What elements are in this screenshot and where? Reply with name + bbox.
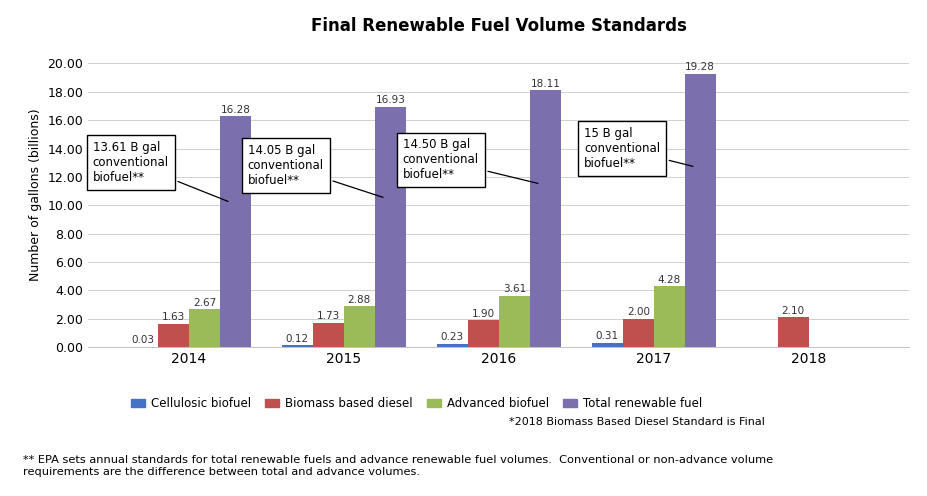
Text: 1.63: 1.63 bbox=[161, 312, 184, 322]
Text: 0.12: 0.12 bbox=[286, 334, 309, 344]
Text: 16.93: 16.93 bbox=[375, 95, 405, 105]
Title: Final Renewable Fuel Volume Standards: Final Renewable Fuel Volume Standards bbox=[311, 17, 686, 35]
Bar bbox=[529, 90, 560, 347]
Bar bbox=[499, 296, 529, 347]
Text: 2.10: 2.10 bbox=[781, 306, 804, 315]
Bar bbox=[777, 317, 807, 347]
Bar bbox=[282, 346, 312, 347]
Y-axis label: Number of gallons (billions): Number of gallons (billions) bbox=[29, 108, 42, 281]
Bar bbox=[437, 344, 467, 347]
Text: 14.05 B gal
conventional
biofuel**: 14.05 B gal conventional biofuel** bbox=[248, 144, 383, 197]
Bar bbox=[312, 323, 344, 347]
Text: 1.73: 1.73 bbox=[316, 311, 339, 321]
Text: 0.03: 0.03 bbox=[131, 335, 154, 345]
Text: 15 B gal
conventional
biofuel**: 15 B gal conventional biofuel** bbox=[583, 127, 692, 170]
Text: 19.28: 19.28 bbox=[684, 62, 715, 72]
Text: 2.67: 2.67 bbox=[193, 298, 216, 308]
Text: 0.31: 0.31 bbox=[595, 331, 618, 341]
Text: ** EPA sets annual standards for total renewable fuels and advance renewable fue: ** EPA sets annual standards for total r… bbox=[23, 455, 772, 477]
Text: 18.11: 18.11 bbox=[529, 78, 560, 89]
Bar bbox=[684, 74, 715, 347]
Text: 4.28: 4.28 bbox=[657, 275, 680, 285]
Text: 3.61: 3.61 bbox=[502, 284, 526, 294]
Bar bbox=[189, 310, 220, 347]
Text: 1.90: 1.90 bbox=[471, 309, 494, 318]
Bar bbox=[653, 287, 684, 347]
Text: 2.88: 2.88 bbox=[348, 295, 371, 305]
Text: 2.00: 2.00 bbox=[626, 307, 649, 317]
Text: 14.50 B gal
conventional
biofuel**: 14.50 B gal conventional biofuel** bbox=[402, 138, 538, 184]
Bar bbox=[467, 320, 499, 347]
Bar bbox=[622, 319, 653, 347]
Bar bbox=[591, 343, 622, 347]
Legend: Cellulosic biofuel, Biomass based diesel, Advanced biofuel, Total renewable fuel: Cellulosic biofuel, Biomass based diesel… bbox=[126, 393, 706, 415]
Bar bbox=[344, 307, 375, 347]
Text: *2018 Biomass Based Diesel Standard is Final: *2018 Biomass Based Diesel Standard is F… bbox=[508, 417, 764, 427]
Text: 13.61 B gal
conventional
biofuel**: 13.61 B gal conventional biofuel** bbox=[93, 141, 228, 201]
Bar bbox=[220, 116, 250, 347]
Bar bbox=[375, 107, 405, 347]
Text: 16.28: 16.28 bbox=[221, 105, 250, 115]
Text: 0.23: 0.23 bbox=[440, 332, 464, 342]
Bar bbox=[158, 324, 189, 347]
